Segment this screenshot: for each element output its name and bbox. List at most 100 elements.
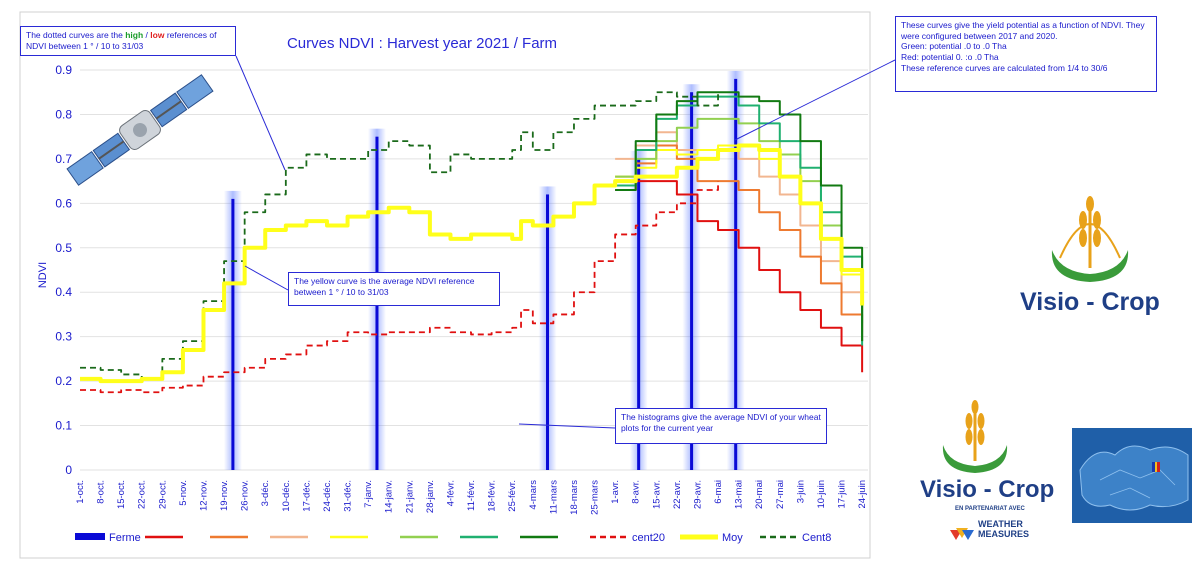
x-tick-label: 21-janv. [404,480,415,513]
x-tick-label: 8-avr. [631,480,642,504]
y-axis-ticks: 0 0.1 0.2 0.3 0.4 0.5 0.6 0.7 0.8 0.9 [55,63,72,477]
partner-caption: EN PARTENARIAT AVEC [955,506,1025,512]
ferme-bar [546,194,550,470]
ferme-bar [690,92,694,470]
x-tick-label: 29-oct. [157,480,168,509]
callout-potential-line2: Green: potential .0 to .0 Tha [901,41,1007,52]
visio-crop-logo-title: Visio - Crop [1020,288,1160,316]
chart-frame [19,11,871,559]
weather-measures-icon [950,528,974,540]
x-tick-label: 3-juin [795,480,806,503]
x-tick-label: 31-déc. [343,480,354,512]
x-tick-label: 19-nov. [219,480,230,511]
y-tick-label: 0.7 [55,152,72,166]
y-tick-label: 0.5 [55,241,72,255]
x-tick-label: 3-déc. [260,480,271,506]
x-tick-label: 6-mai [713,480,724,504]
x-tick-label: 1-oct. [75,480,86,504]
callout-pointer-yellow [244,265,289,291]
x-tick-label: 27-mai [775,480,786,509]
callout-dotted-curves: The dotted curves are the high / low ref… [20,26,236,56]
y-tick-label: 0.6 [55,196,72,210]
x-tick-label: 4-févr. [445,480,456,506]
x-tick-label: 18-mars [569,480,580,515]
y-tick-label: 0.8 [55,107,72,121]
x-tick-label: 15-avr. [651,480,662,509]
callout-potential-line4: These reference curves are calculated fr… [901,62,1108,73]
x-tick-label: 5-nov. [178,480,189,506]
y-tick-label: 0.3 [55,330,72,344]
callout-low-word: low [150,30,165,40]
x-axis-ticks: 1-oct. 8-oct. 15-oct. 22-oct. 29-oct. 5-nov. 1… [75,480,868,515]
x-tick-label: 4-mars [528,480,539,510]
x-tick-label: 29-avr. [692,480,703,509]
y-axis-label: NDVI [37,262,49,288]
x-tick-label: 15-oct. [116,480,127,509]
legend-label: Cent8 [802,532,831,544]
weather-brand: WEATHER [978,519,1023,529]
ferme-bar [637,158,641,470]
legend: Ferme cent20 Moy Cent8 [75,532,831,544]
x-tick-label: 11-févr. [466,480,477,511]
visio-crop-partner-logo-icon [942,400,1008,473]
y-tick-label: 0.2 [55,374,72,388]
x-tick-label: 22-avr. [672,480,683,509]
x-tick-label: 14-janv. [384,480,395,513]
x-tick-label: 24-juin [857,480,868,509]
y-tick-label: 0.4 [55,285,72,299]
callout-pointer-dotted [235,55,286,171]
callout-pointer-potential [734,59,896,141]
x-tick-label: 13-mai [734,480,745,509]
callout-pointer-histo [518,423,616,429]
callout-histograms: The histograms give the average NDVI of … [615,408,827,444]
y-tick-label: 0.9 [55,63,72,77]
y-tick-label: 0 [65,463,72,477]
callout-dotted-text-a: The dotted curves are the [26,30,126,40]
y-tick-label: 0.1 [55,419,72,433]
callout-high-word: high [125,30,144,40]
callout-dotted-text-b: references of NDVI between 1 ° / 10 to 3… [26,30,217,51]
satellite-illustration [66,74,214,186]
ndvi-series [80,91,865,394]
x-tick-label: 1-avr. [610,480,621,504]
x-tick-label: 28-janv. [425,480,436,513]
legend-label: Moy [722,532,743,544]
x-tick-label: 24-déc. [322,480,333,512]
x-tick-label: 10-juin [816,480,827,509]
callout-histograms-text: The histograms give the average NDVI of … [621,412,821,433]
visio-crop-logo-icon [1051,196,1129,282]
series-line-dark-green [615,91,864,342]
x-tick-label: 12-nov. [198,480,209,511]
x-tick-label: 17-déc. [301,480,312,512]
visio-crop-partner-title: Visio - Crop [920,476,1055,503]
series-line-Cent8 [80,91,719,380]
callout-potential-line1: These curves give the yield potential as… [901,20,1145,41]
ferme-bar [734,78,738,470]
callout-potential-line3: Red: potential 0. :o .0 Tha [901,51,999,62]
callout-separator: / [143,30,151,40]
x-tick-label: 7-janv. [363,480,374,508]
legend-label: cent20 [632,532,665,544]
series-line-cent20 [80,181,719,394]
x-tick-label: 22-oct. [137,480,148,509]
callout-yellow-text: The yellow curve is the average NDVI ref… [294,276,475,297]
measures-brand: MEASURES [978,529,1030,539]
x-tick-label: 11-mars [548,480,559,514]
x-tick-label: 25-mars [590,480,601,515]
callout-yellow-curve: The yellow curve is the average NDVI ref… [288,272,500,306]
ferme-bar [231,198,235,470]
x-tick-label: 8-oct. [96,480,107,504]
x-tick-label: 25-févr. [507,480,518,512]
x-tick-label: 17-juin [837,480,848,509]
europe-map-icon [1072,428,1192,523]
x-tick-label: 10-déc. [281,480,292,512]
legend-label: Ferme [109,532,141,544]
series-line-red [615,180,864,373]
callout-yield-potential: These curves give the yield potential as… [895,16,1157,92]
legend-swatch [75,533,105,540]
x-tick-label: 18-févr. [487,480,498,512]
chart-title: Curves NDVI : Harvest year 2021 / Farm [287,35,557,52]
x-tick-label: 20-mai [754,480,765,509]
series-line-Moy [80,143,865,384]
x-tick-label: 26-nov. [240,480,251,511]
